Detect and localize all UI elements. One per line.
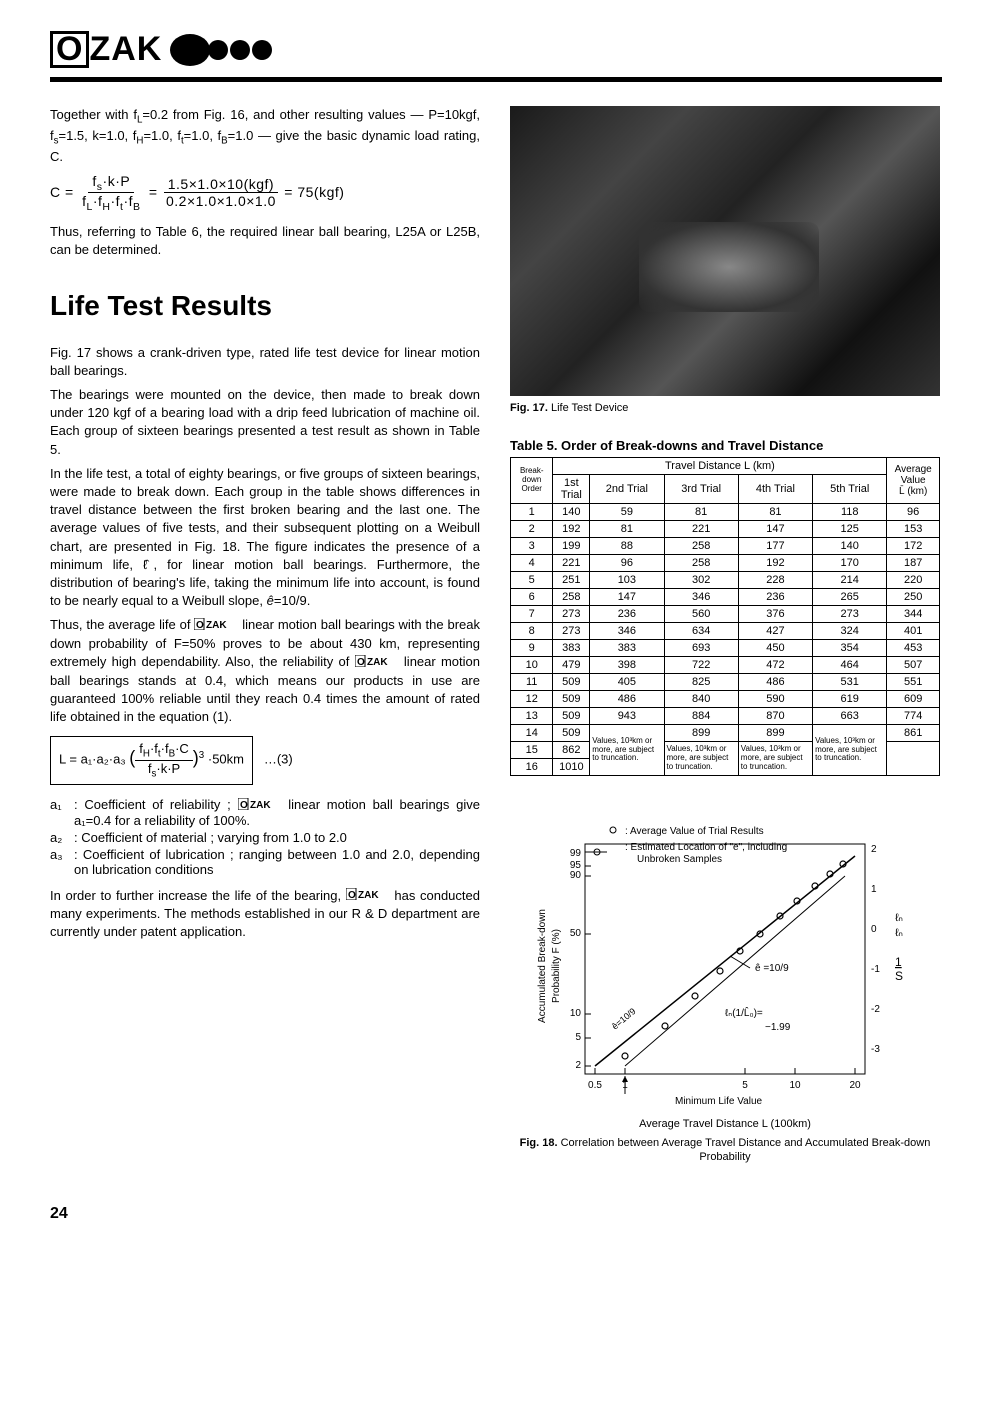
table-row: 6258147346236265250 [511,589,940,606]
svg-text:0.5: 0.5 [588,1080,602,1091]
ozak-inline-icon: OZAK [238,798,282,813]
intro-p1: Together with fL=0.2 from Fig. 16, and o… [50,106,480,167]
svg-text:5: 5 [742,1080,748,1091]
svg-text:1: 1 [895,955,902,969]
table-row: 8273346634427324401 [511,623,940,640]
logo-ozak: OZAK [50,30,162,69]
header-divider [50,77,942,82]
body-p4: Thus, the average life of OZAK linear mo… [50,616,480,726]
intro-p2: Thus, referring to Table 6, the required… [50,223,480,259]
ozak-inline-icon: OZAK [346,887,390,905]
svg-text:10: 10 [789,1080,801,1091]
eq3-number: …(3) [264,752,293,767]
svg-text:ê =10/9: ê =10/9 [755,963,789,974]
coeff-a3: : Coefficient of lubrication ; ranging b… [74,847,480,877]
body-p3: In the life test, a total of eighty bear… [50,465,480,611]
table-row: 7273236560376273344 [511,606,940,623]
logo-dots-icon [170,33,280,67]
body-p1: Fig. 17 shows a crank-driven type, rated… [50,344,480,380]
table-row: 14509 Values, 10³km or more, are subject… [511,725,940,742]
svg-text:ZAK: ZAK [367,657,388,667]
svg-text:S: S [895,969,903,983]
svg-text:Unbroken Samples: Unbroken Samples [637,854,722,865]
svg-text:ZAK: ZAK [358,890,379,900]
table-row: 319988258177140172 [511,538,940,555]
svg-text:ℓₙ: ℓₙ [895,927,903,939]
svg-text:20: 20 [849,1080,861,1091]
logo-row: OZAK [50,30,942,69]
left-column: Together with fL=0.2 from Fig. 16, and o… [50,106,480,1165]
svg-text:O: O [348,890,356,900]
svg-text:2: 2 [575,1060,581,1071]
svg-text:O: O [240,800,248,810]
table-row: 12509486840590619609 [511,691,940,708]
table5: Break-down Order Travel Distance L (km) … [510,457,940,776]
svg-text:ℓₙ: ℓₙ [895,912,903,924]
svg-text:Probability F (%): Probability F (%) [551,929,562,1003]
svg-text:ℓₙ(1/L̂₀)=: ℓₙ(1/L̂₀)= [725,1005,763,1019]
svg-text:Minimum Life Value: Minimum Life Value [675,1096,763,1107]
ozak-inline-icon: OZAK [355,654,399,672]
th-breakdown: Break-down Order [511,458,553,504]
fig17-caption: Fig. 17. Life Test Device [510,402,940,414]
body-p2: The bearings were mounted on the device,… [50,386,480,459]
table-row: 114059818111896 [511,504,940,521]
svg-text:-3: -3 [871,1044,880,1055]
svg-text:O: O [357,657,365,667]
coeff-list: a₁: Coefficient of reliability ; OZAK li… [50,797,480,877]
heading-life-test: Life Test Results [50,290,480,322]
svg-text:1: 1 [871,884,877,895]
fig17-photo [510,106,940,396]
th-travel: Travel Distance L (km) [553,458,887,475]
svg-text:90: 90 [570,870,582,881]
coeff-a2: : Coefficient of material ; varying from… [74,830,347,845]
svg-text:Accumulated Break-down: Accumulated Break-down [537,909,548,1023]
table5-title: Table 5. Order of Break-downs and Travel… [510,438,940,453]
table-row: 11509405825486531551 [511,674,940,691]
fig18-chart: : Average Value of Trial Results : Estim… [510,816,940,1165]
svg-text:99: 99 [570,848,582,859]
svg-text:ZAK: ZAK [206,620,227,630]
svg-text:ZAK: ZAK [250,800,271,810]
table-row: 9383383693450354453 [511,640,940,657]
formula-c: C = fs·k·PfL·fH·ft·fB = 1.5×1.0×10(kgf)0… [50,173,480,214]
th-avg: Average ValueL̄ (km) [887,458,940,504]
body-p5: In order to further increase the life of… [50,887,480,942]
svg-text:0: 0 [871,924,877,935]
svg-text:10: 10 [570,1008,582,1019]
svg-text:-1: -1 [871,964,880,975]
table-row: 5251103302228214220 [511,572,940,589]
svg-text:−1.99: −1.99 [765,1022,791,1033]
fig18-caption: Fig. 18. Correlation between Average Tra… [510,1136,940,1165]
fig18-xlabel: Average Travel Distance L (100km) [510,1118,940,1130]
legend1-text: : Average Value of Trial Results [625,826,764,837]
ozak-inline-icon: OZAK [194,617,238,635]
formula-eq3: L = a₁·a₂·a₃ (fH·ft·fB·Cfs·k·P)3 ·50km [50,736,253,784]
table-row: 10479398722472464507 [511,657,940,674]
svg-text:5: 5 [575,1032,581,1043]
svg-text:2: 2 [871,844,877,855]
right-column: Fig. 17. Life Test Device Table 5. Order… [510,106,940,1165]
table-row: 219281221147125153 [511,521,940,538]
svg-text:O: O [196,620,204,630]
svg-text:-2: -2 [871,1004,880,1015]
table-row: 422196258192170187 [511,555,940,572]
svg-text:50: 50 [570,928,582,939]
page-number: 24 [50,1205,942,1223]
table-row: 13509943884870663774 [511,708,940,725]
svg-text:ê=10/9: ê=10/9 [610,1006,638,1032]
